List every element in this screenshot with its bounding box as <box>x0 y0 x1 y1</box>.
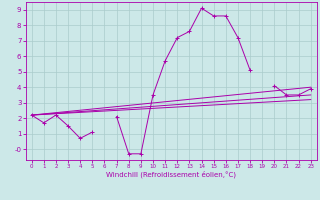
X-axis label: Windchill (Refroidissement éolien,°C): Windchill (Refroidissement éolien,°C) <box>106 171 236 178</box>
